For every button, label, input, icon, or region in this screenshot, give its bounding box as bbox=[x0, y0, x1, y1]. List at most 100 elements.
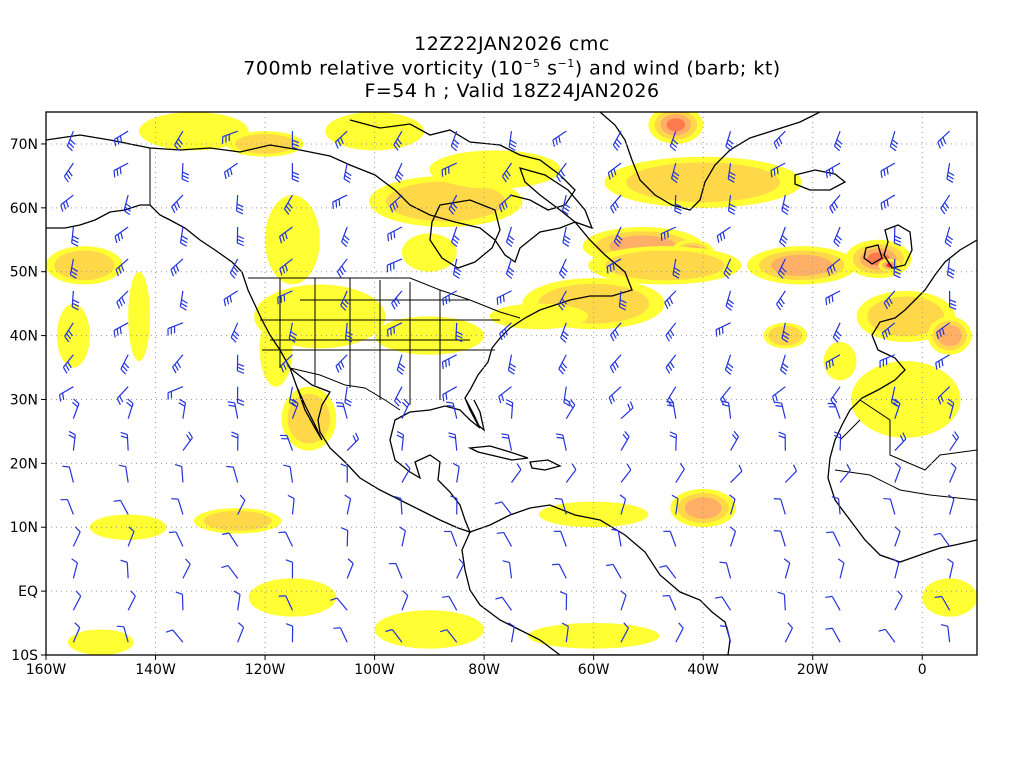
coastlines bbox=[46, 112, 977, 655]
wind-barb-159 bbox=[396, 354, 406, 375]
wind-barb-103 bbox=[120, 431, 129, 451]
wind-barb-248 bbox=[610, 194, 622, 214]
wind-barb-110 bbox=[501, 433, 513, 451]
vorticity-area-16-level-0 bbox=[139, 112, 249, 151]
wind-barb-264 bbox=[556, 162, 567, 183]
vorticity-area-27-level-2 bbox=[684, 497, 722, 519]
wind-barb-140 bbox=[288, 386, 297, 407]
wind-barb-203 bbox=[949, 290, 957, 310]
wind-barb-53 bbox=[169, 531, 184, 547]
wind-barb-82 bbox=[831, 496, 841, 515]
xtick-label-40W: 40W bbox=[687, 662, 719, 678]
ytick-label-10S: 10S bbox=[11, 648, 38, 664]
vorticity-area-22-level-0 bbox=[429, 150, 561, 189]
wind-barb-6 bbox=[385, 628, 403, 643]
wind-barb-268 bbox=[770, 162, 786, 178]
wind-barb-227 bbox=[387, 226, 403, 242]
wind-barb-220 bbox=[946, 258, 955, 279]
wind-barb-118 bbox=[949, 431, 960, 451]
wind-barb-160 bbox=[441, 354, 458, 369]
vorticity-area-35-level-1 bbox=[768, 325, 803, 346]
wind-barb-94 bbox=[565, 463, 577, 483]
wind-barb-115 bbox=[778, 431, 786, 451]
wind-barb-266 bbox=[670, 162, 680, 184]
wind-barb-95 bbox=[620, 463, 632, 483]
wind-barb-244 bbox=[389, 194, 403, 213]
wind-barb-102 bbox=[68, 430, 76, 451]
cuba-coast bbox=[467, 445, 529, 461]
wind-barb-205 bbox=[115, 258, 129, 277]
wind-barb-277 bbox=[334, 130, 348, 149]
wind-barb-157 bbox=[280, 354, 293, 373]
wind-barb-150 bbox=[830, 386, 841, 406]
wind-barb-202 bbox=[883, 290, 896, 310]
wind-barb-262 bbox=[441, 162, 457, 177]
vorticity-area-2-level-1 bbox=[605, 250, 725, 281]
wind-barb-22 bbox=[330, 597, 348, 611]
wind-barb-288 bbox=[937, 130, 951, 149]
wind-barb-269 bbox=[825, 162, 841, 179]
wind-barb-67 bbox=[933, 532, 951, 547]
wind-barb-87 bbox=[174, 463, 184, 483]
wind-barb-183 bbox=[781, 322, 790, 343]
wind-barb-23 bbox=[401, 590, 409, 611]
wind-barb-152 bbox=[937, 386, 951, 405]
vorticity-area-19-level-0 bbox=[265, 195, 320, 285]
arctic-islands-coast bbox=[349, 119, 576, 211]
map-title-valid: F=54 h ; Valid 18Z24JAN2026 bbox=[364, 80, 660, 102]
wind-barb-126 bbox=[446, 401, 458, 419]
wind-barb-61 bbox=[611, 528, 622, 547]
wind-barb-7 bbox=[439, 629, 458, 643]
wind-barb-85 bbox=[62, 465, 74, 483]
wind-barb-73 bbox=[344, 494, 352, 515]
wind-barb-101 bbox=[949, 462, 957, 483]
wind-barb-98 bbox=[784, 464, 798, 483]
wind-barb-185 bbox=[881, 322, 896, 340]
wind-barb-146 bbox=[608, 386, 622, 405]
plot-frame bbox=[45, 111, 978, 656]
wind-barb-172 bbox=[167, 322, 184, 336]
wind-barb-76 bbox=[494, 501, 512, 515]
wind-barb-116 bbox=[833, 431, 842, 451]
wind-barb-1 bbox=[116, 625, 129, 643]
vorticity-area-7-level-2 bbox=[771, 254, 833, 277]
wind-barb-196 bbox=[558, 290, 567, 311]
wind-barb-42 bbox=[502, 560, 513, 579]
wind-barb-104 bbox=[182, 431, 193, 451]
wind-barb-137 bbox=[116, 386, 129, 405]
wind-barb-242 bbox=[283, 194, 293, 215]
wind-barb-211 bbox=[452, 258, 462, 279]
wind-barb-128 bbox=[565, 399, 576, 419]
us-canada-border bbox=[248, 277, 521, 319]
xtick-label-120W: 120W bbox=[245, 662, 286, 678]
wind-barb-132 bbox=[774, 401, 786, 419]
wind-barb-176 bbox=[386, 322, 403, 337]
wind-barb-280 bbox=[508, 131, 517, 151]
wind-barb-228 bbox=[450, 226, 460, 248]
wind-barb-199 bbox=[725, 290, 734, 311]
wind-barb-28 bbox=[662, 594, 677, 611]
latitude-axis: 70N 60N 50N 40N 30N 20N 10N EQ 10S bbox=[10, 137, 46, 664]
wind-barb-204 bbox=[69, 258, 78, 279]
britain-coast bbox=[883, 224, 913, 269]
xtick-label-100W: 100W bbox=[354, 662, 395, 678]
wind-barb-112 bbox=[620, 430, 630, 451]
vorticity-area-33-level-0 bbox=[67, 629, 134, 655]
title-field-text-c: ) and wind (barb; kt) bbox=[574, 57, 781, 80]
wind-barb-251 bbox=[781, 194, 790, 216]
xtick-label-140W: 140W bbox=[135, 662, 176, 678]
wind-barb-283 bbox=[669, 130, 679, 152]
vorticity-area-28-level-0 bbox=[538, 501, 649, 528]
wind-barb-164 bbox=[665, 354, 677, 374]
wind-barb-235 bbox=[833, 226, 843, 247]
wind-barb-89 bbox=[283, 464, 294, 483]
wind-barb-15 bbox=[878, 628, 896, 643]
wind-barb-59 bbox=[496, 531, 513, 547]
wind-barb-240 bbox=[171, 194, 184, 214]
baffin-coast bbox=[518, 167, 594, 230]
wind-barb-200 bbox=[775, 290, 786, 311]
wind-barb-135 bbox=[946, 398, 955, 419]
wind-barb-105 bbox=[231, 431, 239, 451]
wind-barb-174 bbox=[288, 322, 297, 343]
